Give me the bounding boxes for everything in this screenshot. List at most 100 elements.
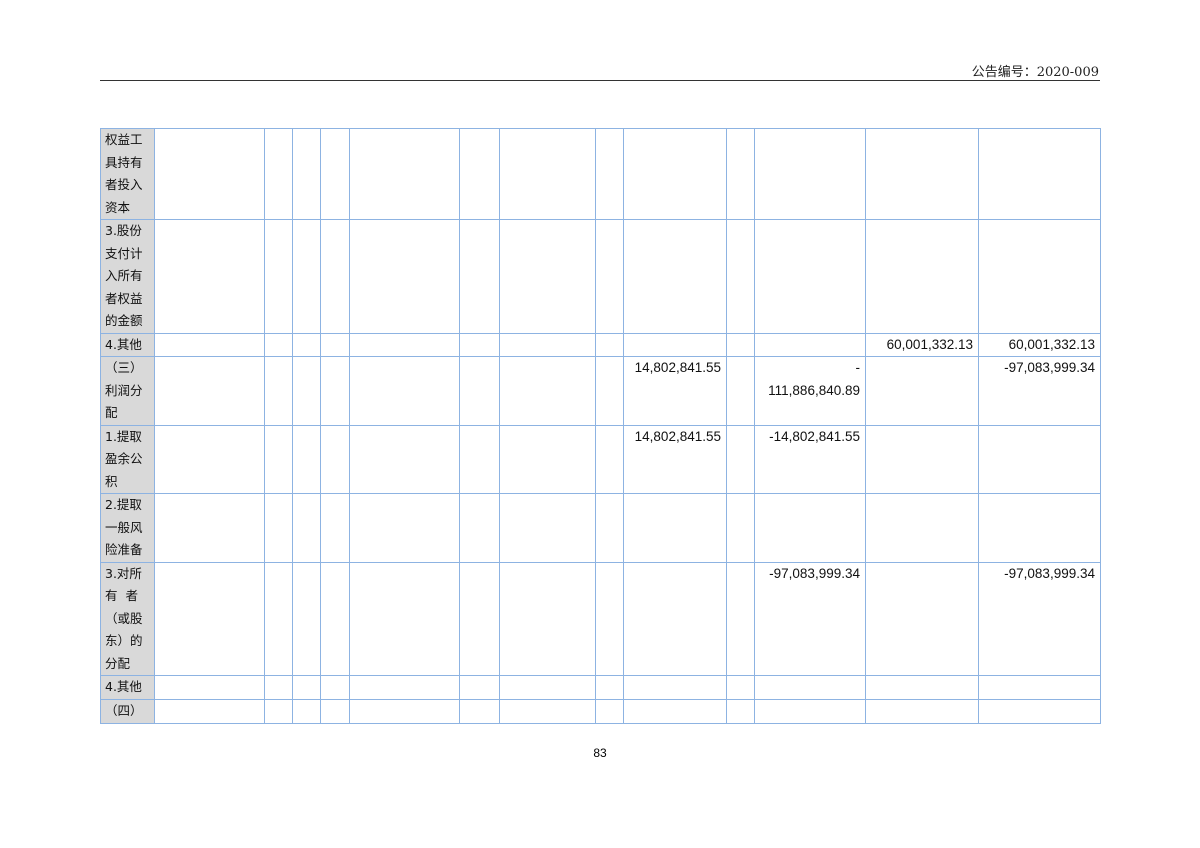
table-cell [499, 356, 596, 426]
table-row: 1.提取 盈余公 积 14,802,841.55 -14,802,841.55 [100, 424, 1101, 494]
table-cell [320, 356, 350, 426]
table-cell [320, 493, 350, 563]
table-cell [459, 675, 500, 700]
row-label: 权益工 具持有 者投入 资本 [100, 128, 155, 220]
table-cell [623, 219, 727, 334]
table-cell [865, 424, 979, 494]
table-cell [320, 675, 350, 700]
table-cell [459, 219, 500, 334]
table-cell [623, 332, 727, 357]
table-row: （四） [100, 698, 1101, 724]
table-cell [978, 219, 1101, 334]
table-cell [459, 356, 500, 426]
table-row: 3.股份 支付计 入所有 者权益 的金额 [100, 219, 1101, 334]
table-cell [154, 675, 265, 700]
table-cell [595, 493, 624, 563]
table-cell [726, 698, 755, 724]
table-cell [264, 493, 293, 563]
row-label: 1.提取 盈余公 积 [100, 424, 155, 494]
table-cell [726, 356, 755, 426]
table-cell: 60,001,332.13 [978, 332, 1101, 357]
table-cell [154, 424, 265, 494]
table-cell [754, 493, 866, 563]
table-cell [623, 561, 727, 676]
row-label: 2.提取 一般风 险准备 [100, 493, 155, 563]
table-cell [154, 561, 265, 676]
table-cell [499, 332, 596, 357]
table-cell [595, 561, 624, 676]
table-cell [320, 561, 350, 676]
table-cell [754, 698, 866, 724]
table-cell [978, 128, 1101, 220]
table-cell [349, 561, 460, 676]
table-row: 3.对所 有 者 （或股 东）的 分配 -97,083,999.34 -97,083… [100, 561, 1101, 676]
table-cell [865, 128, 979, 220]
table-cell [154, 493, 265, 563]
table-cell [499, 561, 596, 676]
table-cell [320, 128, 350, 220]
table-cell [320, 332, 350, 357]
table-cell [154, 356, 265, 426]
table-cell [320, 219, 350, 334]
table-cell [459, 493, 500, 563]
table-cell [292, 332, 321, 357]
table-cell [459, 128, 500, 220]
table-cell [726, 493, 755, 563]
table-cell: 14,802,841.55 [623, 356, 727, 426]
table-cell [154, 128, 265, 220]
table-cell [595, 332, 624, 357]
table-cell [595, 675, 624, 700]
table-cell [978, 675, 1101, 700]
row-label: 4.其他 [100, 675, 155, 700]
table-cell [320, 424, 350, 494]
table-cell [292, 698, 321, 724]
row-label: 4.其他 [100, 332, 155, 357]
table-cell [292, 219, 321, 334]
table-cell [499, 675, 596, 700]
header-rule [100, 80, 1100, 81]
table-cell [865, 561, 979, 676]
table-cell [459, 698, 500, 724]
table-cell [623, 675, 727, 700]
page-number: 83 [593, 746, 607, 760]
table-cell [292, 493, 321, 563]
table-cell: -14,802,841.55 [754, 424, 866, 494]
table-cell [264, 424, 293, 494]
table-cell [865, 698, 979, 724]
table-cell [499, 424, 596, 494]
table-cell: 60,001,332.13 [865, 332, 979, 357]
table-cell [754, 128, 866, 220]
table-cell [264, 356, 293, 426]
announcement-number: 公告编号：2020-009 [971, 65, 1099, 80]
table-cell [726, 219, 755, 334]
table-cell [499, 219, 596, 334]
table-cell [264, 219, 293, 334]
table-cell [292, 424, 321, 494]
table-cell [726, 675, 755, 700]
row-label: 3.对所 有 者 （或股 东）的 分配 [100, 561, 155, 676]
table-cell [623, 128, 727, 220]
table-cell [349, 219, 460, 334]
table-cell [865, 356, 979, 426]
table-cell [865, 493, 979, 563]
table-cell [292, 561, 321, 676]
table-cell [595, 698, 624, 724]
table-row: 2.提取 一般风 险准备 [100, 493, 1101, 563]
table-cell [292, 675, 321, 700]
table-cell: -97,083,999.34 [978, 356, 1101, 426]
table-cell [623, 698, 727, 724]
table-cell [726, 128, 755, 220]
table-cell [264, 332, 293, 357]
table-cell [349, 332, 460, 357]
table-cell: -97,083,999.34 [754, 561, 866, 676]
table-cell [349, 128, 460, 220]
table-cell [349, 424, 460, 494]
table-row: 权益工 具持有 者投入 资本 [100, 128, 1101, 220]
table-cell [595, 219, 624, 334]
table-cell: - 111,886,840.89 [754, 356, 866, 426]
table-cell [978, 493, 1101, 563]
row-label: （四） [100, 698, 155, 724]
table-cell [754, 219, 866, 334]
table-cell [595, 128, 624, 220]
